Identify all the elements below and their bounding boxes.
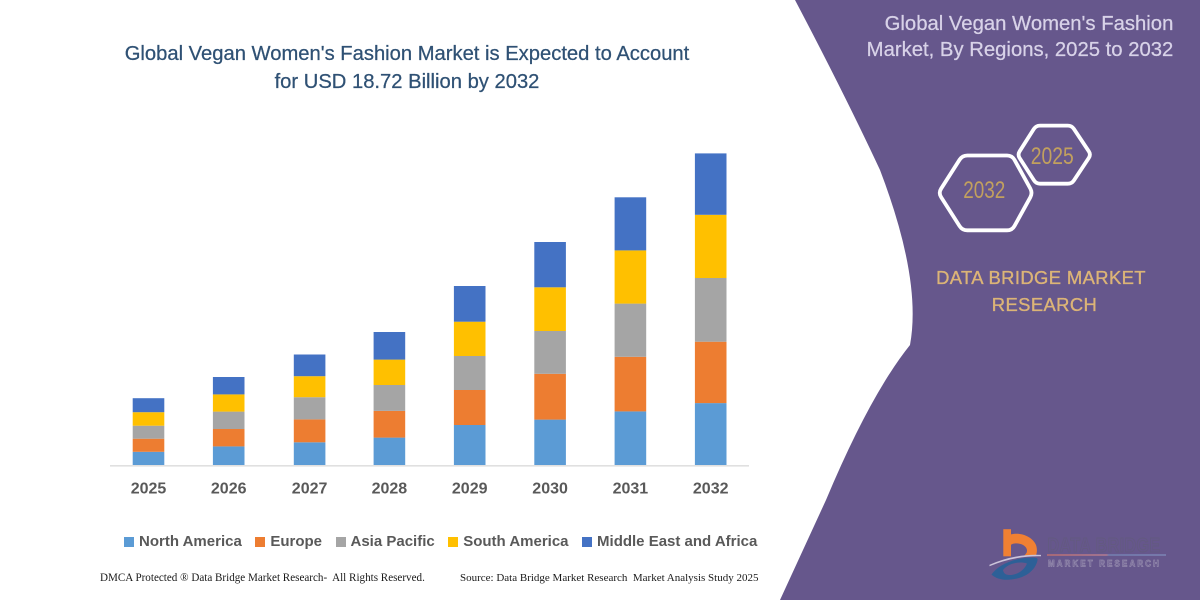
- svg-text:2025: 2025: [1031, 143, 1074, 170]
- svg-text:MARKET RESEARCH: MARKET RESEARCH: [1048, 559, 1161, 570]
- svg-text:2032: 2032: [693, 481, 729, 498]
- svg-text:2025: 2025: [131, 481, 167, 498]
- svg-text:2031: 2031: [613, 481, 649, 498]
- svg-text:2032: 2032: [963, 177, 1005, 204]
- svg-text:DATA BRIDGE: DATA BRIDGE: [1048, 534, 1161, 557]
- svg-text:2026: 2026: [211, 481, 247, 498]
- svg-text:2028: 2028: [372, 481, 408, 498]
- svg-text:2027: 2027: [292, 481, 328, 498]
- svg-text:2030: 2030: [532, 481, 568, 498]
- svg-text:2029: 2029: [452, 481, 488, 498]
